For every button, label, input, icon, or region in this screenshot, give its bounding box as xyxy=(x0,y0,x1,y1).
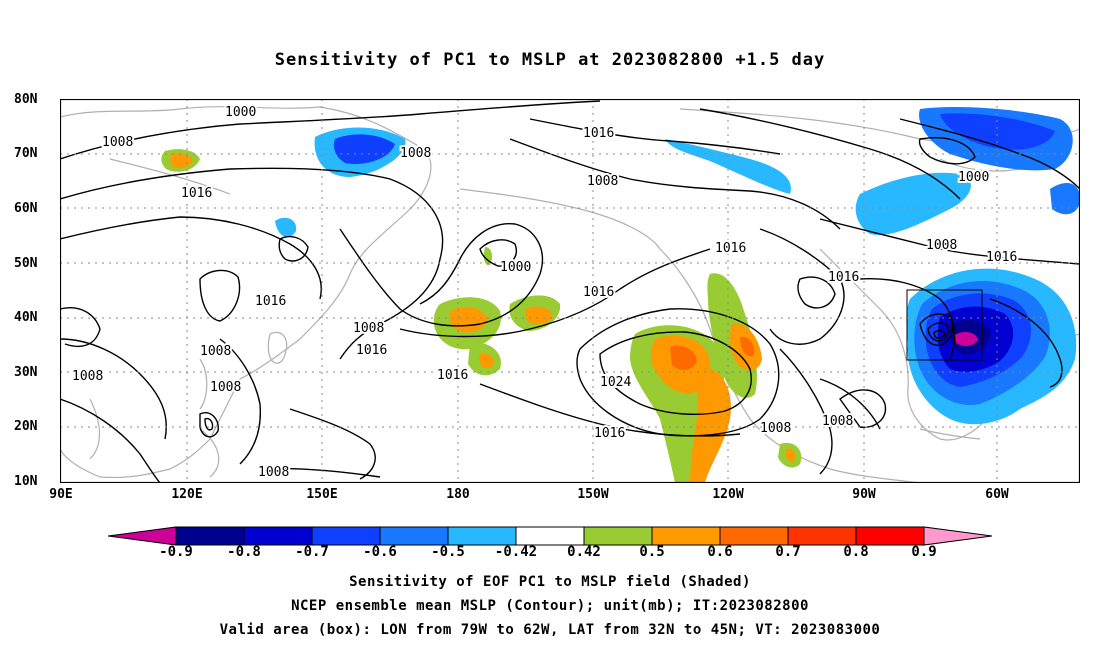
colorbar-swatch xyxy=(311,526,381,546)
lon-label: 120W xyxy=(712,487,744,502)
contour-label: 1000 xyxy=(958,170,989,185)
lon-label: 90E xyxy=(49,487,73,502)
colorbar-swatch xyxy=(447,526,517,546)
colorbar-high-arrow xyxy=(923,526,992,546)
contour-label: 1008 xyxy=(102,135,133,150)
lon-label: 60W xyxy=(985,487,1009,502)
colorbar-tick-label: 0.7 xyxy=(775,544,801,560)
contour-label: 1008 xyxy=(822,414,853,429)
contour-label: 1008 xyxy=(400,146,431,161)
lat-label: 80N xyxy=(14,92,38,107)
contour-label: 1016 xyxy=(255,294,286,309)
contour-label: 1016 xyxy=(986,250,1017,265)
colorbar-swatch xyxy=(787,526,857,546)
lat-label: 50N xyxy=(14,256,38,271)
colorbar-tick-label: 0.6 xyxy=(707,544,733,560)
contour-label: 1008 xyxy=(353,321,384,336)
colorbar-tick-label: 0.42 xyxy=(567,544,601,560)
lat-label: 40N xyxy=(14,310,38,325)
map-panel: 1000 1008 1016 1008 1016 1016 1008 1000 … xyxy=(60,99,1080,483)
lat-label: 30N xyxy=(14,365,38,380)
contour-label: 1008 xyxy=(760,421,791,436)
colorbar-swatch xyxy=(243,526,313,546)
colorbar-swatch xyxy=(583,526,653,546)
contour-label: 1016 xyxy=(583,285,614,300)
contour-label: 1008 xyxy=(210,380,241,395)
lon-label: 120E xyxy=(171,487,203,502)
colorbar-tick-label: -0.42 xyxy=(494,544,538,560)
colorbar-tick-label: -0.5 xyxy=(431,544,465,560)
colorbar-swatch xyxy=(651,526,721,546)
colorbar-tick-label: 0.9 xyxy=(911,544,937,560)
colorbar xyxy=(108,526,992,546)
colorbar-swatch xyxy=(175,526,245,546)
contour-label: 1016 xyxy=(715,241,746,256)
contour-label: 1000 xyxy=(500,260,531,275)
lon-label: 90W xyxy=(852,487,876,502)
contour-label: 1016 xyxy=(181,186,212,201)
contour-label: 1008 xyxy=(258,465,289,480)
colorbar-tick-label: 0.8 xyxy=(843,544,869,560)
colorbar-tick-label: -0.8 xyxy=(227,544,261,560)
lat-label: 70N xyxy=(14,146,38,161)
caption-line: Sensitivity of EOF PC1 to MSLP field (Sh… xyxy=(349,574,751,590)
lon-label: 150W xyxy=(577,487,609,502)
colorbar-swatch xyxy=(515,526,585,546)
contour-label: 1008 xyxy=(587,174,618,189)
lon-label: 150E xyxy=(306,487,338,502)
grid-lines xyxy=(60,99,1080,483)
colorbar-tick-label: -0.9 xyxy=(159,544,193,560)
colorbar-tick-label: -0.6 xyxy=(363,544,397,560)
mslp-contours xyxy=(60,100,1080,483)
contour-label: 1016 xyxy=(356,343,387,358)
contour-label: 1016 xyxy=(594,426,625,441)
colorbar-tick-label: -0.7 xyxy=(295,544,329,560)
caption-line: Valid area (box): LON from 79W to 62W, L… xyxy=(219,622,881,638)
contour-label: 1016 xyxy=(828,270,859,285)
contour-label: 1016 xyxy=(437,368,468,383)
colorbar-low-arrow xyxy=(108,526,177,546)
colorbar-swatch xyxy=(719,526,789,546)
contour-label: 1008 xyxy=(200,344,231,359)
colorbar-swatch xyxy=(855,526,925,546)
map-title: Sensitivity of PC1 to MSLP at 2023082800… xyxy=(274,50,826,70)
caption-line: NCEP ensemble mean MSLP (Contour); unit(… xyxy=(291,598,809,614)
contour-label: 1008 xyxy=(926,238,957,253)
lat-label: 20N xyxy=(14,419,38,434)
valid-area-box xyxy=(906,289,983,361)
contour-label: 1000 xyxy=(225,105,256,120)
lon-label: 180 xyxy=(446,487,470,502)
colorbar-swatch xyxy=(379,526,449,546)
contour-label: 1016 xyxy=(583,126,614,141)
contour-label: 1008 xyxy=(72,369,103,384)
contour-labels: 1000 1008 1016 1008 1016 1016 1008 1000 … xyxy=(70,103,1019,482)
lat-label: 10N xyxy=(14,474,38,489)
colorbar-tick-label: 0.5 xyxy=(639,544,665,560)
contour-label: 1024 xyxy=(600,375,631,390)
lat-label: 60N xyxy=(14,201,38,216)
